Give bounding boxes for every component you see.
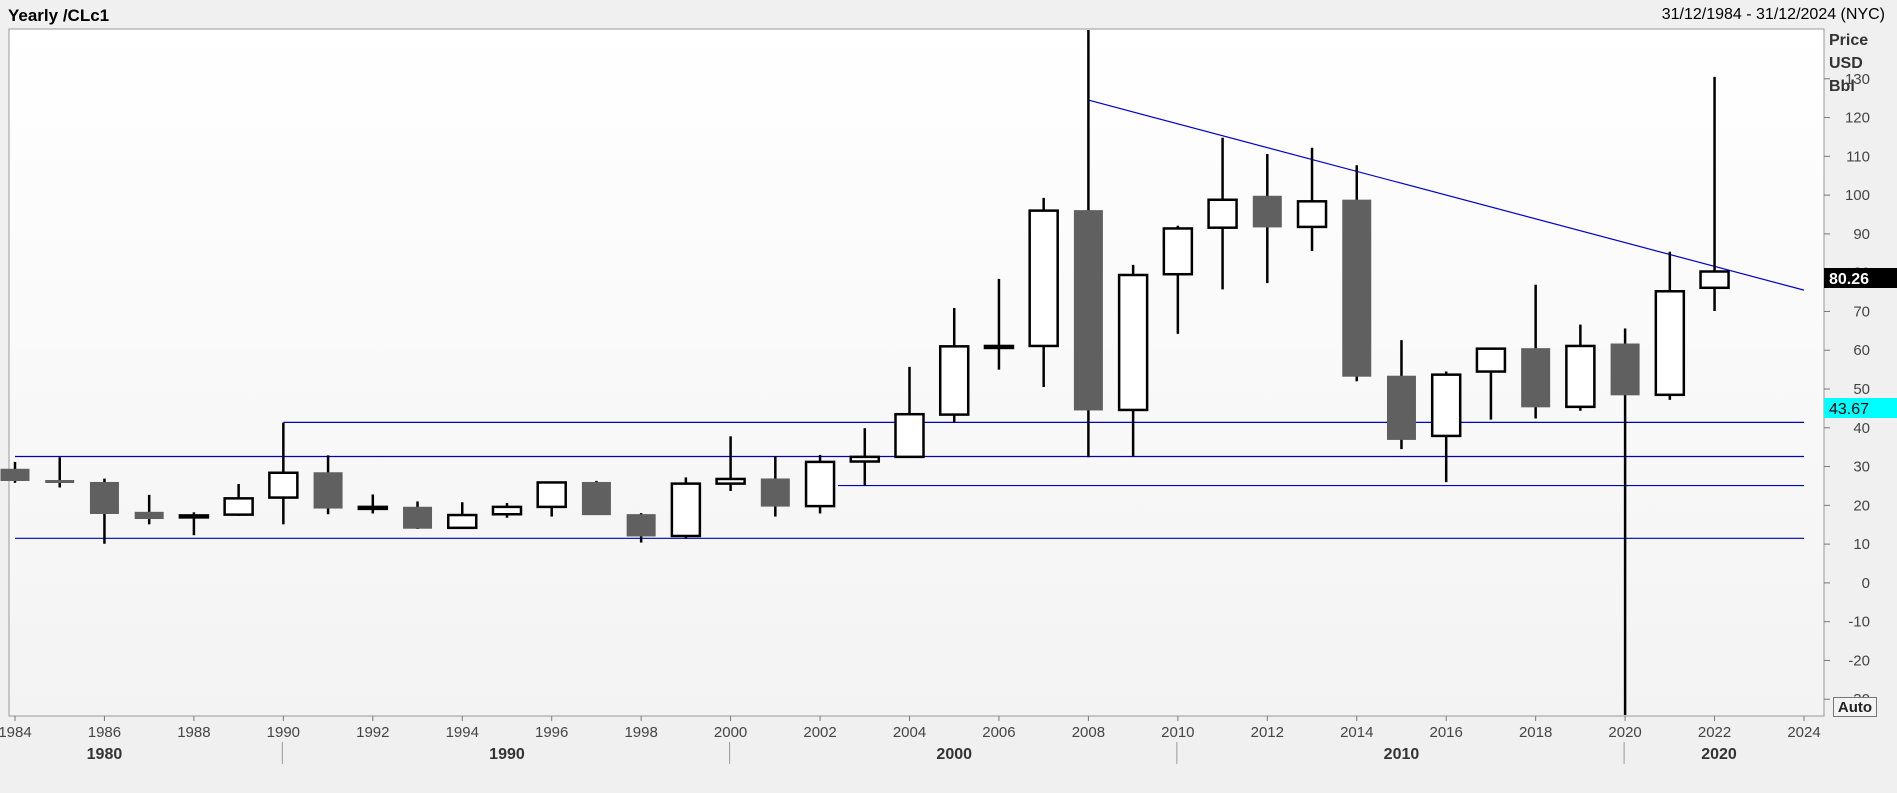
candle-body-up xyxy=(894,412,925,459)
candle-body-up xyxy=(804,460,836,508)
x-tick-label: 2008 xyxy=(1072,724,1105,741)
candle-body-down xyxy=(581,481,611,516)
candle-body-up xyxy=(938,345,970,416)
y-tick-label: 40 xyxy=(1853,420,1870,437)
y-tick-label: 120 xyxy=(1845,110,1870,127)
candle-body-up xyxy=(1699,270,1730,290)
decade-label: 1990 xyxy=(489,746,525,763)
candle-body-down xyxy=(313,472,343,509)
x-tick-label: 1988 xyxy=(177,724,210,741)
y-tick-label: -20 xyxy=(1848,652,1870,669)
y-tick-label: 30 xyxy=(1853,459,1870,476)
y-tick-label: 110 xyxy=(1846,148,1870,165)
x-tick-label: 2000 xyxy=(714,724,747,741)
candle-body-down xyxy=(1252,195,1282,228)
candle-body-down xyxy=(1386,375,1416,440)
y-tick-label: 70 xyxy=(1853,303,1870,320)
y-tick-label: 60 xyxy=(1853,342,1870,359)
y-tick-label: 20 xyxy=(1853,497,1870,514)
candle-body-up xyxy=(357,505,389,511)
x-tick-label: 2022 xyxy=(1698,724,1731,741)
decade-label: 2020 xyxy=(1701,746,1737,763)
date-range: 31/12/1984 - 31/12/2024 (NYC) xyxy=(1661,6,1885,23)
candle-body-up xyxy=(1475,347,1507,373)
decade-label: 2000 xyxy=(936,746,972,763)
candle-body-down xyxy=(45,480,75,484)
y-unit-price: Price xyxy=(1829,32,1868,49)
candle-body-down xyxy=(626,514,656,537)
candle-body-up xyxy=(715,477,746,485)
plot-area xyxy=(8,28,1825,717)
candle-body-down xyxy=(1073,210,1103,411)
candle-body-up xyxy=(268,471,299,499)
candle-body-down xyxy=(1610,343,1640,396)
y-axis: Price USD Bbl 13012011010090807060504030… xyxy=(1823,29,1870,716)
x-tick-label: 2016 xyxy=(1430,724,1463,741)
candle-body-up xyxy=(447,513,478,530)
x-tick-label: 2020 xyxy=(1608,724,1641,741)
candle-body-up xyxy=(223,497,254,516)
y-tick-label: 90 xyxy=(1853,226,1870,243)
last-price-label: 80.26 xyxy=(1829,271,1869,288)
last-price-badge xyxy=(1824,268,1897,288)
candle-body-up xyxy=(1028,209,1059,348)
x-tick-label: 2010 xyxy=(1161,724,1194,741)
candle-body-up xyxy=(670,482,702,538)
x-tick-label: 2012 xyxy=(1251,724,1284,741)
y-tick-label: 0 xyxy=(1862,575,1870,592)
x-tick-label: 2002 xyxy=(803,724,836,741)
marker-badge xyxy=(1824,398,1897,418)
candle-body-up xyxy=(1296,200,1328,229)
x-tick-label: 1986 xyxy=(88,724,121,741)
marker-label: 43.67 xyxy=(1829,401,1869,418)
candle-body-down xyxy=(89,481,119,514)
candle-body-up xyxy=(1654,290,1686,397)
candle-body-down xyxy=(1521,348,1551,408)
candle-body-up xyxy=(536,481,567,509)
chart-title: Yearly /CLc1 xyxy=(8,6,110,25)
x-tick-label: 1994 xyxy=(446,724,479,741)
candle-body-down xyxy=(0,468,30,482)
candle-body-up xyxy=(983,344,1015,350)
decade-label: 2010 xyxy=(1384,746,1420,763)
y-unit-volume: Bbl xyxy=(1829,78,1855,95)
candle-body-up xyxy=(1430,373,1462,438)
x-tick-label: 2024 xyxy=(1787,724,1820,741)
decade-label: 1980 xyxy=(87,746,123,763)
candle-body-down xyxy=(134,511,164,520)
y-unit-currency: USD xyxy=(1829,55,1863,72)
candles xyxy=(0,30,1730,715)
candle-body-up xyxy=(178,514,210,519)
candle-body-up xyxy=(1162,227,1194,276)
candle-body-up xyxy=(1207,198,1238,229)
x-tick-label: 2018 xyxy=(1519,724,1552,741)
candle-body-up xyxy=(849,455,881,463)
x-tick-label: 1984 xyxy=(0,724,32,741)
candle-body-down xyxy=(760,478,790,507)
y-tick-label: 10 xyxy=(1853,536,1870,553)
y-tick-label: 130 xyxy=(1845,71,1870,88)
candle-body-down xyxy=(403,506,433,529)
y-tick-label: -10 xyxy=(1848,614,1870,631)
candle-body-down xyxy=(1342,199,1372,377)
x-tick-label: 2014 xyxy=(1340,724,1373,741)
y-tick-label: 50 xyxy=(1853,381,1870,398)
candle-body-up xyxy=(1117,273,1149,412)
x-tick-label: 2006 xyxy=(982,724,1015,741)
x-tick-label: 1998 xyxy=(624,724,657,741)
x-tick-label: 1996 xyxy=(535,724,568,741)
resistance-trendline xyxy=(1088,99,1805,291)
x-axis: 1984 1986 1988 1990 1992 1994 1996 1998 2000 2002… xyxy=(0,715,1824,764)
auto-scale-button[interactable]: Auto xyxy=(1833,697,1877,717)
candle-body-up xyxy=(1565,344,1596,409)
x-tick-label: 2004 xyxy=(893,724,926,741)
price-badges: 80.26 43.67 xyxy=(1824,268,1897,418)
y-tick-label: 100 xyxy=(1845,187,1870,204)
x-tick-label: 1992 xyxy=(356,724,389,741)
candle-body-up xyxy=(491,505,523,516)
chart-header: Yearly /CLc1 31/12/1984 - 31/12/2024 (NY… xyxy=(0,0,1897,29)
x-tick-label: 1990 xyxy=(267,724,300,741)
